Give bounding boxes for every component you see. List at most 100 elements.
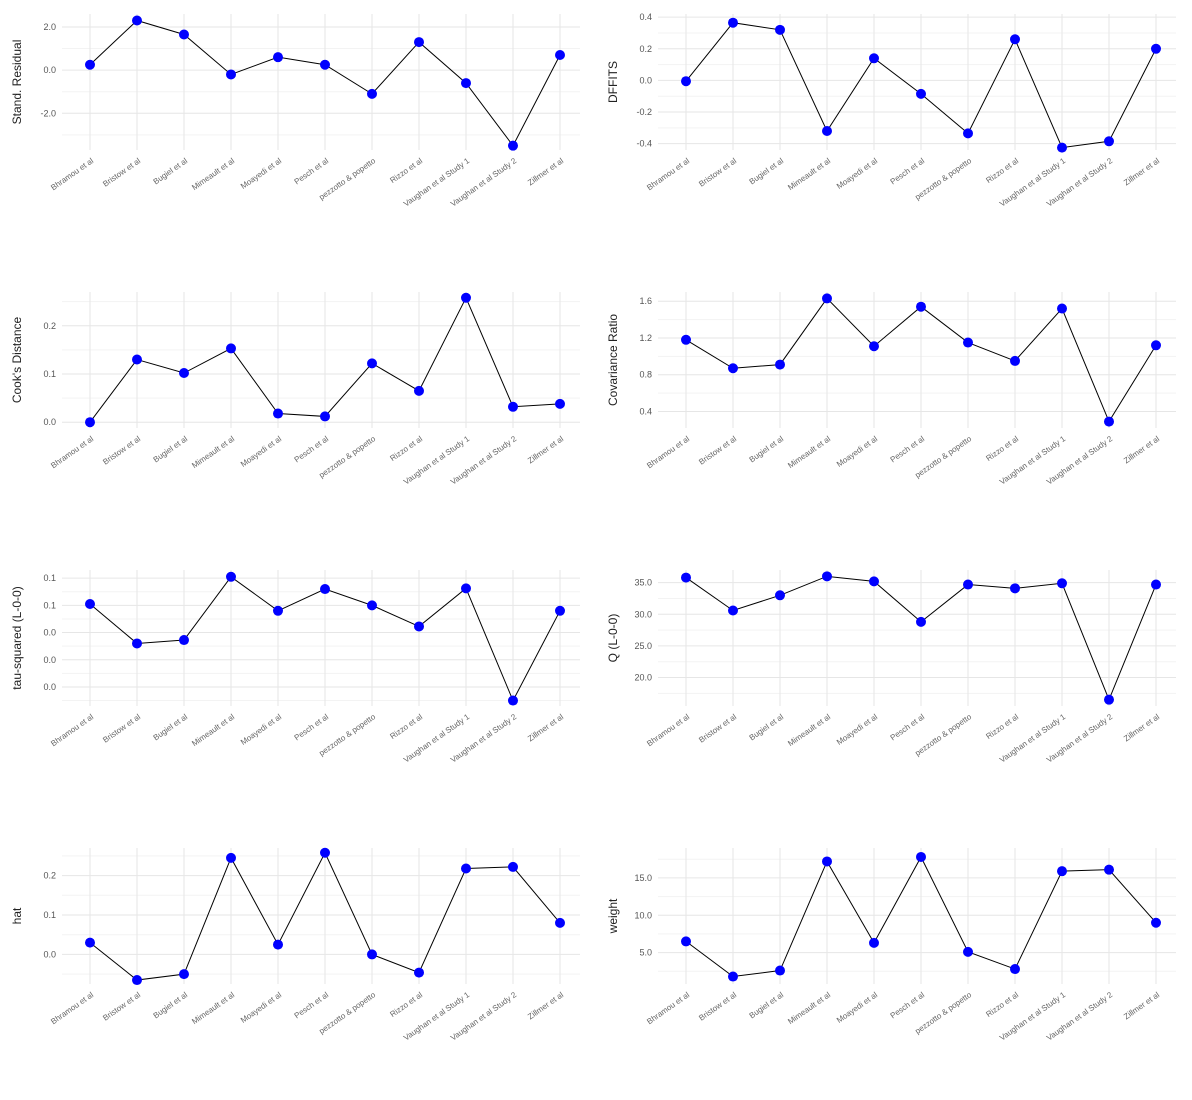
- x-tick-label: Bhramou et al: [645, 156, 691, 192]
- data-point: [461, 583, 471, 594]
- x-tick-label: Bugiel et al: [152, 990, 190, 1020]
- data-point: [728, 363, 738, 374]
- data-point: [775, 590, 785, 601]
- grid: [658, 848, 1176, 984]
- data-point: [681, 936, 691, 947]
- data-point: [273, 605, 283, 616]
- panel-tau-squared: 0.1 0.1 0.0 0.0 0.0 tau-squared (L-0-0) Bhramo…: [0, 556, 596, 822]
- panel-covariance-ratio: 1.6 1.2 0.8 0.4 Covariance Ratio Bhramou et a…: [596, 278, 1192, 544]
- y-tick-label: 0.0: [43, 628, 56, 638]
- data-point: [916, 301, 926, 312]
- data-point: [822, 126, 832, 137]
- x-tick-label: Rizzo et al: [388, 990, 424, 1019]
- y-tick-label: 25.0: [634, 641, 652, 651]
- x-tick-label: Rizzo et al: [984, 434, 1020, 463]
- y-tick-label: 10.0: [634, 910, 652, 920]
- x-tick-label: Pesch et al: [293, 156, 331, 186]
- x-tick-label: Bugiel et al: [152, 712, 190, 742]
- data-point: [1104, 136, 1114, 147]
- x-tick-label: Mimeault et al: [190, 990, 236, 1026]
- y-tick-label: 30.0: [634, 609, 652, 619]
- y-tick-label: 0.0: [43, 417, 56, 427]
- y-tick-label: 0.0: [43, 949, 56, 959]
- x-tick-label: Mimeault et al: [190, 712, 236, 748]
- x-tick-label: Zillmer et al: [1122, 434, 1161, 465]
- data-point: [775, 24, 785, 35]
- data-point: [963, 579, 973, 590]
- data-point: [414, 37, 424, 48]
- y-tick-label: 0.0: [639, 75, 652, 85]
- data-point: [728, 17, 738, 28]
- grid: [62, 14, 580, 150]
- chart-svg: 0.4 0.2 0.0 -0.2 -0.4 DFFITS Bhramou et al Bris…: [606, 12, 1176, 208]
- data-point: [555, 398, 565, 409]
- data-point: [179, 368, 189, 379]
- x-tick-label: Bugiel et al: [748, 434, 786, 464]
- data-point: [508, 861, 518, 872]
- data-point: [1057, 578, 1067, 589]
- data-point: [1151, 340, 1161, 351]
- data-point: [414, 385, 424, 396]
- y-tick-label: 0.0: [43, 655, 56, 665]
- data-point: [85, 937, 95, 948]
- data-point: [963, 337, 973, 348]
- data-point: [367, 600, 377, 611]
- x-tick-label: Rizzo et al: [984, 156, 1020, 185]
- data-point: [916, 616, 926, 627]
- x-tick-label: Bhramou et al: [645, 434, 691, 470]
- data-point: [414, 967, 424, 978]
- y-tick-label: 0.1: [43, 600, 56, 610]
- chart-svg: 0.2 0.1 0.0 hat Bhramou et al Bristow et al Bu…: [10, 847, 580, 1042]
- x-tick-label: Pesch et al: [293, 434, 331, 464]
- data-point: [1010, 355, 1020, 366]
- data-point: [681, 572, 691, 583]
- x-tick-label: Rizzo et al: [984, 990, 1020, 1019]
- x-tick-label: Mimeault et al: [786, 156, 832, 192]
- data-point: [681, 334, 691, 345]
- data-point: [963, 128, 973, 139]
- x-tick-label: Pesch et al: [889, 990, 927, 1020]
- data-point: [728, 971, 738, 982]
- grid: [62, 292, 580, 428]
- x-tick-label: Bhramou et al: [49, 156, 95, 192]
- x-tick-label: Zillmer et al: [526, 712, 565, 743]
- x-tick-label: Rizzo et al: [388, 156, 424, 185]
- y-tick-label: 0.1: [43, 573, 56, 583]
- data-point: [1104, 694, 1114, 705]
- data-point: [508, 695, 518, 706]
- panel-dffits: 0.4 0.2 0.0 -0.2 -0.4 DFFITS Bhramou et al Bris…: [596, 0, 1192, 266]
- y-tick-label: 0.1: [43, 910, 56, 920]
- y-tick-label: -0.2: [636, 107, 652, 117]
- data-point: [775, 359, 785, 370]
- x-tick-label: Bristow et al: [101, 712, 142, 744]
- y-axis-label: DFFITS: [606, 61, 620, 103]
- x-tick-label: Bugiel et al: [748, 156, 786, 186]
- chart-svg: 1.6 1.2 0.8 0.4 Covariance Ratio Bhramou et a…: [606, 292, 1176, 486]
- y-tick-label: 15.0: [634, 873, 652, 883]
- data-point: [869, 937, 879, 948]
- x-tick-label: Bristow et al: [101, 990, 142, 1022]
- data-point: [132, 975, 142, 986]
- x-tick-label: Bhramou et al: [49, 434, 95, 470]
- chart-svg: 0.1 0.1 0.0 0.0 0.0 tau-squared (L-0-0) Bhramo…: [10, 570, 580, 764]
- data-point: [132, 354, 142, 365]
- data-point: [916, 851, 926, 862]
- y-axis-label: Stand. Residual: [10, 40, 24, 125]
- data-point: [1057, 303, 1067, 314]
- data-point: [273, 408, 283, 419]
- x-tick-label: Bristow et al: [697, 156, 738, 188]
- y-tick-label: 1.6: [639, 296, 652, 306]
- panel-weight: 15.0 10.0 5.0 weight Bhramou et al Bristow et…: [596, 834, 1192, 1100]
- chart-svg: 15.0 10.0 5.0 weight Bhramou et al Bristow et…: [606, 848, 1176, 1042]
- data-point: [320, 584, 330, 595]
- data-point: [179, 635, 189, 646]
- data-point: [320, 847, 330, 858]
- x-tick-label: Moayedi et al: [239, 712, 283, 747]
- data-point: [1010, 34, 1020, 45]
- data-point: [179, 29, 189, 40]
- x-tick-label: Bristow et al: [697, 434, 738, 466]
- x-tick-label: Zillmer et al: [1122, 712, 1161, 743]
- data-point: [226, 69, 236, 80]
- data-point: [320, 59, 330, 70]
- data-point: [1104, 416, 1114, 427]
